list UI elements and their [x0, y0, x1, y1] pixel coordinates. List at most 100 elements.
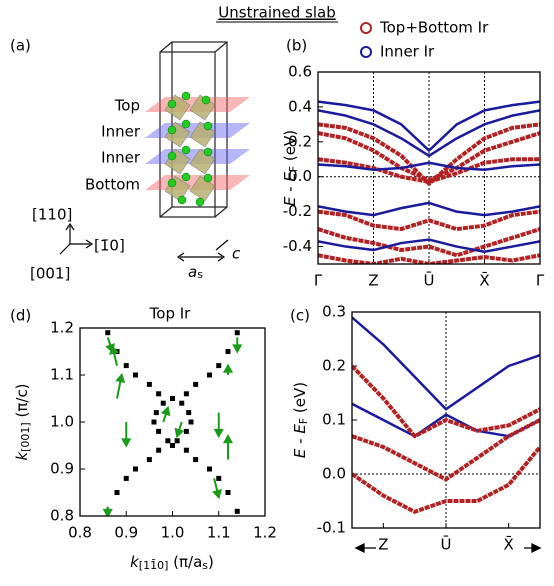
layer-label: Inner: [101, 149, 141, 167]
plot-area: [102, 330, 243, 516]
scatter-point: [234, 508, 240, 514]
axis-direction: [110]: [32, 206, 72, 224]
layer-label: Bottom: [85, 176, 140, 194]
y-tick-label: 1.1: [50, 366, 74, 384]
plot-frame: [351, 311, 541, 529]
text-part: E: [291, 424, 309, 434]
panel-label: (d): [10, 307, 31, 325]
scatter-point: [153, 410, 159, 416]
text-part: E: [281, 196, 299, 206]
text-part: F: [297, 418, 310, 424]
band-line: [318, 157, 540, 184]
panel-label: (b): [286, 37, 307, 55]
y-tick-label: 0.6: [288, 63, 312, 81]
y-tick-label: 0.0: [322, 465, 346, 483]
scatter-point: [193, 381, 199, 387]
scatter-point: [146, 457, 152, 463]
spin-arrow: [160, 405, 171, 423]
text-part: k: [130, 553, 140, 571]
slab-diagram: [159, 41, 228, 218]
scatter-point: [133, 372, 138, 378]
text-part: (eV): [281, 130, 299, 166]
scatter-point: [183, 428, 189, 434]
scatter-point: [216, 363, 222, 369]
x-tick-label: 0.8: [68, 524, 92, 542]
band-line: [318, 238, 540, 254]
spin-arrow: [212, 478, 222, 500]
x-tick-label: 1.1: [207, 524, 231, 542]
scatter-point: [151, 419, 157, 425]
scatter-point: [165, 438, 171, 444]
spin-arrow: [222, 363, 234, 375]
axis-direction: [001]: [30, 265, 70, 283]
y-tick-label: 0.2: [322, 357, 346, 375]
scatter-point: [225, 490, 231, 495]
scatter-point: [105, 330, 111, 336]
axis-direction: as: [188, 263, 203, 282]
band-line: [318, 209, 540, 232]
spin-arrow: [232, 337, 243, 354]
plot-area: [352, 316, 540, 514]
scatter-point: [133, 466, 138, 472]
scatter-point: [207, 466, 212, 472]
layer-label: Inner: [101, 123, 141, 141]
axis-direction: c: [232, 245, 241, 263]
band-line: [318, 201, 540, 217]
text-part: (π/c): [13, 383, 31, 422]
scatter-point: [179, 400, 185, 406]
text-part: E: [281, 172, 299, 182]
y-tick-label: 0.4: [288, 97, 312, 115]
y-tick-label: 0.3: [322, 303, 346, 321]
scatter-point: [114, 490, 120, 495]
text-part: [11̄0]: [139, 559, 169, 572]
y-tick-label: 0.0: [288, 167, 312, 185]
x-tick-label: Γ: [314, 272, 323, 290]
x-tick-label: Γ: [536, 272, 545, 290]
text-part: [001]: [19, 422, 32, 452]
spin-arrow: [213, 412, 224, 439]
spin-arrow: [102, 506, 113, 516]
scatter-point: [216, 475, 222, 481]
x-tick-label: Ū: [441, 535, 452, 554]
scatter-point: [160, 400, 166, 406]
x-axis-label: k[11̄0] (π/as): [130, 553, 214, 573]
plot-frame: [79, 327, 266, 517]
scatter-point: [234, 330, 240, 336]
band-line: [318, 100, 540, 152]
spin-arrow: [121, 422, 132, 448]
band-line: [318, 253, 540, 264]
scatter-point: [123, 363, 129, 369]
panel-label: (a): [10, 37, 31, 55]
y-tick-label: 0.1: [322, 411, 346, 429]
scatter-point: [188, 419, 194, 425]
x-tick-label: X̄: [504, 535, 514, 554]
text-part: a: [188, 263, 197, 281]
y-tick-label: -0.2: [283, 202, 312, 220]
scatter-point: [170, 443, 175, 448]
scatter-point: [156, 428, 162, 434]
x-tick-label: Z: [378, 536, 388, 554]
axis-arrows: [59, 222, 229, 262]
scatter-point: [156, 447, 162, 453]
scatter-point: [183, 391, 189, 397]
text-part: E: [291, 448, 309, 458]
y-tick-label: 0.8: [50, 507, 74, 525]
legend-label: Inner Ir: [380, 43, 435, 61]
text-part: ): [208, 553, 214, 571]
y-axis-label: k[001] (π/c): [13, 383, 33, 460]
text-part: -: [281, 182, 299, 197]
path-arrows: [354, 542, 542, 554]
band-line: [318, 109, 540, 158]
scatter-point: [170, 396, 175, 401]
band-line: [352, 402, 540, 438]
spin-arrow: [109, 344, 119, 366]
text-part: s: [202, 559, 208, 572]
scatter-point: [183, 447, 189, 453]
legend-marker: [360, 46, 372, 58]
scatter-point: [123, 475, 129, 481]
text-part: (π/a: [168, 553, 202, 571]
band-line: [352, 418, 540, 482]
chart-title: Top Ir: [149, 305, 192, 323]
spin-arrow: [115, 372, 126, 399]
